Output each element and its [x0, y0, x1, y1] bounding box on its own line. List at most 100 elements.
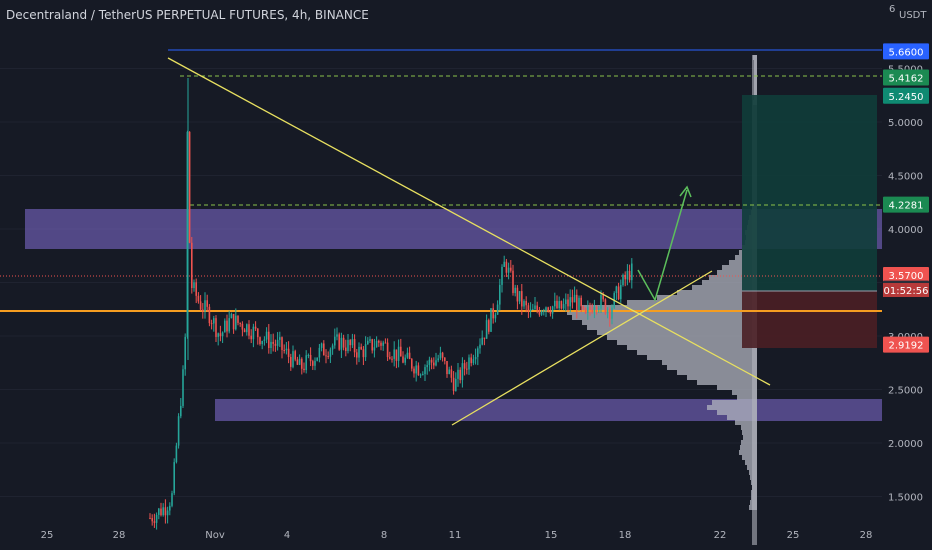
candle-body	[437, 358, 439, 361]
candle-body	[395, 349, 398, 361]
time-tick: 15	[545, 530, 558, 541]
candle-body	[345, 347, 347, 352]
candle-body	[457, 369, 459, 379]
candle-body	[351, 339, 354, 346]
candle-body	[468, 357, 470, 370]
candle-body	[320, 343, 323, 348]
candle-body	[523, 301, 525, 307]
candle-body	[349, 340, 351, 346]
candle-body	[406, 352, 409, 358]
candle-body	[213, 318, 215, 324]
candle-body	[364, 344, 367, 358]
candle-body	[250, 335, 252, 340]
candle-body	[591, 309, 593, 313]
candle-body	[294, 351, 296, 360]
candle-body	[386, 342, 389, 358]
candle-body	[512, 270, 514, 294]
take-profit-zone[interactable]	[742, 95, 877, 291]
candle-body	[547, 307, 549, 312]
candle-body	[485, 320, 488, 339]
price-tag[interactable]	[883, 87, 929, 104]
price-tag[interactable]	[883, 196, 929, 213]
time-tick: 25	[41, 530, 54, 541]
volume-bar	[662, 360, 757, 365]
candle-body	[158, 508, 160, 515]
price-tick: 2.0000	[888, 439, 923, 450]
price-tag[interactable]	[883, 336, 929, 353]
candle-body	[496, 304, 499, 315]
candle-body	[336, 334, 338, 337]
candle-body	[525, 301, 527, 306]
candle-body	[217, 333, 219, 337]
candle-body	[226, 320, 228, 332]
volume-bar	[677, 370, 757, 375]
volume-bar	[572, 315, 757, 320]
volume-bar	[677, 290, 757, 295]
volume-bar	[737, 395, 757, 400]
candle-body	[569, 297, 571, 307]
resistance-zone[interactable]	[25, 209, 882, 249]
candle-body	[413, 368, 415, 374]
candle-body	[360, 346, 362, 350]
candle-body	[305, 355, 307, 371]
volume-bar	[722, 265, 757, 270]
candle-body	[369, 339, 371, 341]
candle-body	[459, 369, 461, 381]
candle-body	[448, 369, 450, 375]
volume-bar	[597, 330, 757, 335]
ascending-trendline[interactable]	[451, 270, 713, 426]
candle-body	[430, 359, 433, 363]
descending-trendline[interactable]	[167, 57, 771, 386]
candle-body	[529, 309, 532, 312]
candle-body	[155, 514, 158, 523]
candles-layer	[149, 78, 633, 530]
candle-body	[263, 339, 266, 341]
price-tags: 5.66005.41625.24504.22813.57003.44272.91…	[883, 43, 929, 353]
candle-body	[428, 359, 431, 366]
candle-body	[584, 308, 587, 313]
candle-body	[318, 347, 321, 358]
candle-body	[237, 315, 239, 323]
currency-label[interactable]: 6 USDT	[889, 4, 926, 21]
projection-arrow[interactable]	[637, 189, 688, 302]
volume-bar	[702, 280, 757, 285]
candle-body	[285, 348, 288, 351]
candle-body	[507, 267, 510, 273]
price-tag-label: 5.2450	[889, 92, 924, 103]
candle-body	[587, 307, 589, 313]
stop-loss-zone[interactable]	[742, 291, 877, 348]
candle-body	[622, 274, 624, 286]
candle-body	[340, 337, 343, 350]
candle-body	[435, 360, 437, 366]
candle-body	[551, 306, 554, 314]
candle-body	[265, 331, 268, 340]
volume-bar	[712, 400, 757, 405]
candle-body	[466, 368, 468, 370]
countdown-label: 01:52:56	[884, 286, 929, 297]
time-tick: 28	[860, 530, 873, 541]
support-zone[interactable]	[215, 399, 882, 421]
arrow-head	[679, 185, 692, 198]
candle-body	[272, 341, 274, 344]
candle-body	[576, 294, 578, 311]
price-tag[interactable]	[883, 43, 929, 60]
candle-body	[195, 282, 197, 296]
volume-bar	[739, 450, 757, 455]
volume-bar	[742, 430, 757, 435]
volume-bar	[741, 425, 757, 430]
candle-body	[382, 342, 384, 346]
candle-body	[331, 345, 334, 350]
candle-body	[298, 358, 301, 365]
candle-body	[169, 505, 171, 511]
candle-body	[589, 307, 591, 310]
price-tag[interactable]	[883, 267, 929, 284]
candle-body	[549, 311, 552, 314]
price-tag[interactable]	[883, 69, 929, 86]
candle-body	[598, 308, 600, 310]
candle-body	[424, 367, 426, 375]
volume-bar	[742, 455, 757, 460]
volume-bar	[735, 420, 757, 425]
candle-body	[287, 348, 290, 357]
